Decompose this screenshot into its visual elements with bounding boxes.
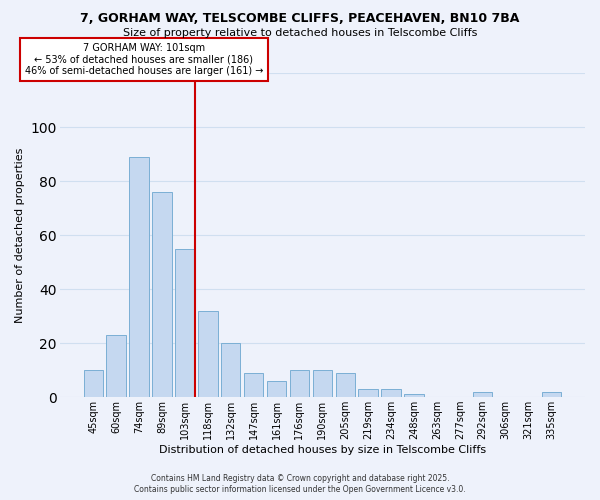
Bar <box>175 248 194 397</box>
Bar <box>313 370 332 397</box>
Text: Size of property relative to detached houses in Telscombe Cliffs: Size of property relative to detached ho… <box>123 28 477 38</box>
X-axis label: Distribution of detached houses by size in Telscombe Cliffs: Distribution of detached houses by size … <box>159 445 486 455</box>
Bar <box>244 373 263 397</box>
Bar <box>152 192 172 397</box>
Bar <box>130 156 149 397</box>
Bar <box>267 381 286 397</box>
Bar <box>473 392 493 397</box>
Bar <box>221 343 241 397</box>
Bar <box>542 392 561 397</box>
Bar <box>106 335 126 397</box>
Bar <box>358 389 378 397</box>
Bar <box>198 310 218 397</box>
Bar <box>404 394 424 397</box>
Bar <box>382 389 401 397</box>
Text: 7, GORHAM WAY, TELSCOMBE CLIFFS, PEACEHAVEN, BN10 7BA: 7, GORHAM WAY, TELSCOMBE CLIFFS, PEACEHA… <box>80 12 520 26</box>
Bar <box>335 373 355 397</box>
Text: Contains HM Land Registry data © Crown copyright and database right 2025.
Contai: Contains HM Land Registry data © Crown c… <box>134 474 466 494</box>
Y-axis label: Number of detached properties: Number of detached properties <box>15 148 25 323</box>
Text: 7 GORHAM WAY: 101sqm
← 53% of detached houses are smaller (186)
46% of semi-deta: 7 GORHAM WAY: 101sqm ← 53% of detached h… <box>25 42 263 76</box>
Bar <box>83 370 103 397</box>
Bar <box>290 370 309 397</box>
